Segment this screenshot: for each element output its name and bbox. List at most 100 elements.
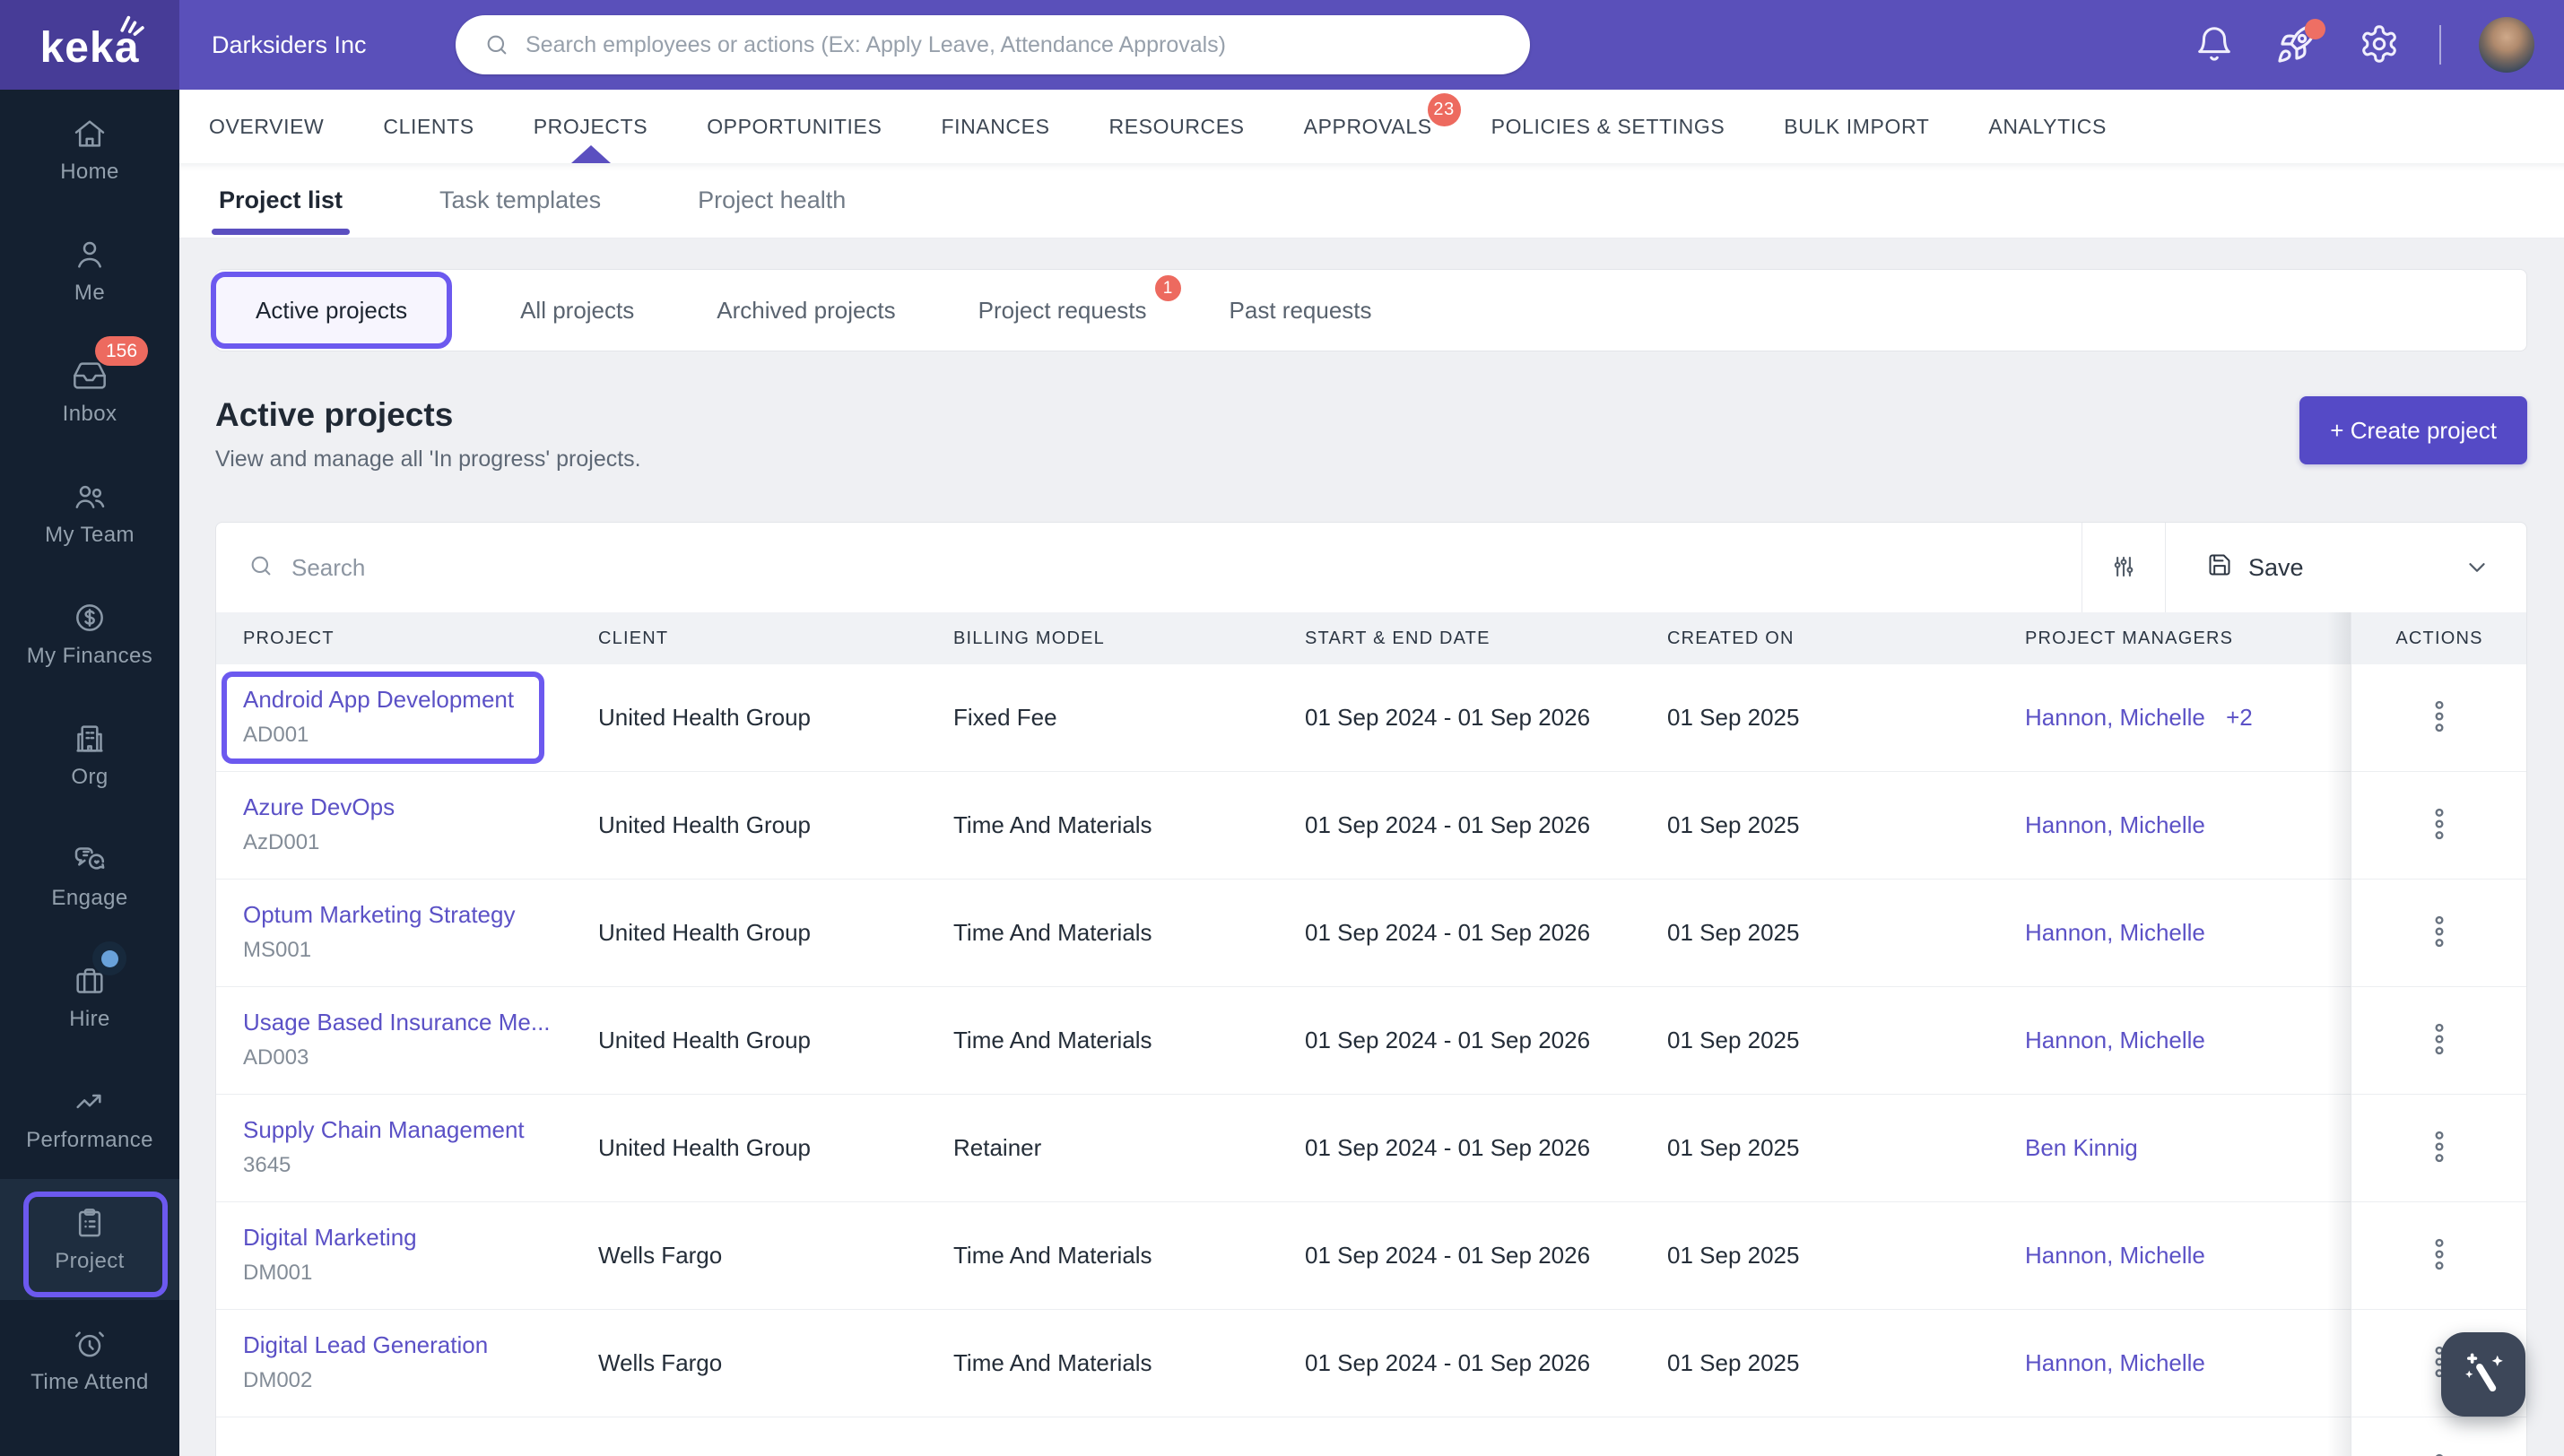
project-cell-box: Digital Marketing DM001 — [222, 1209, 544, 1302]
tab-analytics[interactable]: ANALYTICS — [1988, 114, 2107, 138]
keka-logo[interactable]: keka — [0, 0, 179, 90]
global-search — [456, 15, 1530, 74]
bell-icon — [2194, 23, 2235, 67]
filter-archived-projects[interactable]: Archived projects — [702, 272, 909, 349]
tab-finances[interactable]: FINANCES — [941, 114, 1050, 138]
project-cell-box: Backend Staffing — [222, 1437, 544, 1456]
cell-actions — [2351, 1130, 2528, 1166]
sidebar-item-my-finances[interactable]: My Finances — [0, 574, 179, 695]
save-view-dropdown[interactable]: Save — [2166, 523, 2526, 612]
tab-bulk-import[interactable]: BULK IMPORT — [1784, 114, 1930, 138]
subtab-project-list[interactable]: Project list — [211, 163, 351, 238]
cell-project: Usage Based Insurance Me... AD003 — [243, 994, 598, 1087]
row-actions-button[interactable] — [2428, 1237, 2451, 1274]
project-link[interactable]: Usage Based Insurance Me... — [243, 1009, 551, 1036]
create-project-button[interactable]: + Create project — [2299, 396, 2527, 464]
sidebar-item-home[interactable]: Home — [0, 90, 179, 211]
whats-new-button[interactable] — [2274, 19, 2325, 67]
manager-link[interactable]: Ben Kinnig — [2025, 1134, 2138, 1161]
project-link[interactable]: Digital Marketing — [243, 1224, 417, 1251]
manager-link[interactable]: Hannon, Michelle — [2025, 811, 2205, 838]
row-actions-button[interactable] — [2428, 699, 2451, 736]
tab-policies-settings[interactable]: POLICIES & SETTINGS — [1491, 114, 1725, 138]
tab-resources[interactable]: RESOURCES — [1108, 114, 1245, 138]
cell-actions — [2351, 1022, 2528, 1059]
sidebar-item-hire[interactable]: Hire — [0, 937, 179, 1058]
hire-icon — [72, 963, 108, 999]
notifications-button[interactable] — [2192, 22, 2237, 67]
cell-project: Backend Staffing — [243, 1437, 598, 1456]
project-cell-box: Supply Chain Management 3645 — [222, 1102, 546, 1194]
cell-dates: 01 Sep 2024 - 01 Sep 2026 — [1305, 811, 1591, 838]
row-actions-button[interactable] — [2428, 1130, 2451, 1166]
manager-link[interactable]: Hannon, Michelle — [2025, 919, 2205, 946]
cell-project: Digital Lead Generation DM002 — [243, 1317, 598, 1409]
project-code: DM002 — [243, 1368, 313, 1392]
user-avatar[interactable] — [2479, 17, 2534, 73]
table-row: Digital Lead Generation DM002 Wells Farg… — [216, 1310, 2526, 1417]
ai-assistant-button[interactable] — [2441, 1332, 2525, 1417]
row-actions-button[interactable] — [2428, 1452, 2451, 1456]
manager-link[interactable]: Hannon, Michelle — [2025, 704, 2205, 731]
inbox-icon — [72, 358, 108, 394]
hire-notification-dot — [92, 941, 126, 975]
row-actions-button[interactable] — [2428, 1022, 2451, 1059]
sidebar-item-project[interactable]: Project — [0, 1179, 179, 1300]
project-link[interactable]: Optum Marketing Strategy — [243, 901, 516, 928]
filter-active-projects[interactable]: Active projects — [211, 272, 453, 349]
cell-managers: Hannon, Michelle +2 — [2025, 704, 2351, 732]
global-search-input[interactable] — [526, 31, 1501, 58]
sidebar-item-time-attend[interactable]: Time Attend — [0, 1300, 179, 1421]
cell-actions — [2351, 807, 2528, 844]
table-header: PROJECT CLIENT BILLING MODEL START & END… — [216, 612, 2526, 664]
project-link[interactable]: Supply Chain Management — [243, 1116, 525, 1143]
filter-past-requests[interactable]: Past requests — [1215, 272, 1386, 349]
my-finances-icon — [72, 600, 108, 636]
row-actions-button[interactable] — [2428, 807, 2451, 844]
sidebar-item-my-team[interactable]: My Team — [0, 453, 179, 574]
col-project: PROJECT — [243, 628, 335, 648]
table-search — [216, 523, 2082, 612]
manager-link[interactable]: Hannon, Michelle — [2025, 1349, 2205, 1376]
chevron-down-icon — [2464, 554, 2490, 581]
cell-billing-model: Time And Materials — [953, 1027, 1152, 1053]
project-link[interactable]: Azure DevOps — [243, 793, 395, 820]
tab-projects[interactable]: PROJECTS — [533, 114, 648, 138]
search-icon — [248, 553, 274, 583]
filter-button[interactable] — [2082, 523, 2165, 612]
tab-opportunities[interactable]: OPPORTUNITIES — [707, 114, 882, 138]
sidebar-item-org[interactable]: Org — [0, 695, 179, 816]
sidebar-item-me[interactable]: Me — [0, 211, 179, 332]
tab-overview[interactable]: OVERVIEW — [209, 114, 325, 138]
project-code: 3645 — [243, 1153, 291, 1177]
filter-project-requests[interactable]: Project requests 1 — [964, 272, 1183, 349]
kebab-icon — [2428, 807, 2451, 844]
project-link[interactable]: Android App Development — [243, 686, 515, 713]
kebab-icon — [2428, 1237, 2451, 1274]
project-link[interactable]: Digital Lead Generation — [243, 1331, 489, 1358]
subtab-project-health[interactable]: Project health — [694, 163, 849, 238]
cell-managers: Hannon, Michelle — [2025, 1027, 2351, 1054]
company-name: Darksiders Inc — [212, 30, 367, 58]
cell-client: United Health Group — [598, 1027, 812, 1053]
sidebar-item-engage[interactable]: Engage — [0, 816, 179, 937]
row-actions-button[interactable] — [2428, 914, 2451, 951]
org-icon — [72, 721, 108, 757]
manager-link[interactable]: Hannon, Michelle — [2025, 1027, 2205, 1053]
filter-all-projects[interactable]: All projects — [506, 272, 648, 349]
sidebar-item-performance[interactable]: Performance — [0, 1058, 179, 1179]
subtab-task-templates[interactable]: Task templates — [436, 163, 604, 238]
tab-clients[interactable]: CLIENTS — [383, 114, 474, 138]
manager-link[interactable]: Hannon, Michelle — [2025, 1242, 2205, 1269]
cell-created-on: 01 Sep 2025 — [1667, 919, 1800, 946]
performance-icon — [72, 1084, 108, 1120]
managers-extra-count[interactable]: +2 — [2226, 704, 2253, 731]
tab-approvals[interactable]: APPROVALS 23 — [1304, 92, 1461, 139]
project-code: DM001 — [243, 1261, 313, 1285]
table-search-input[interactable] — [291, 553, 2082, 582]
cell-created-on: 01 Sep 2025 — [1667, 704, 1800, 731]
sidebar-item-inbox[interactable]: Inbox 156 — [0, 332, 179, 453]
settings-button[interactable] — [2357, 22, 2402, 67]
project-filter-tabs: Active projects All projects Archived pr… — [211, 269, 2527, 351]
project-link[interactable]: Backend Staffing — [243, 1452, 523, 1456]
